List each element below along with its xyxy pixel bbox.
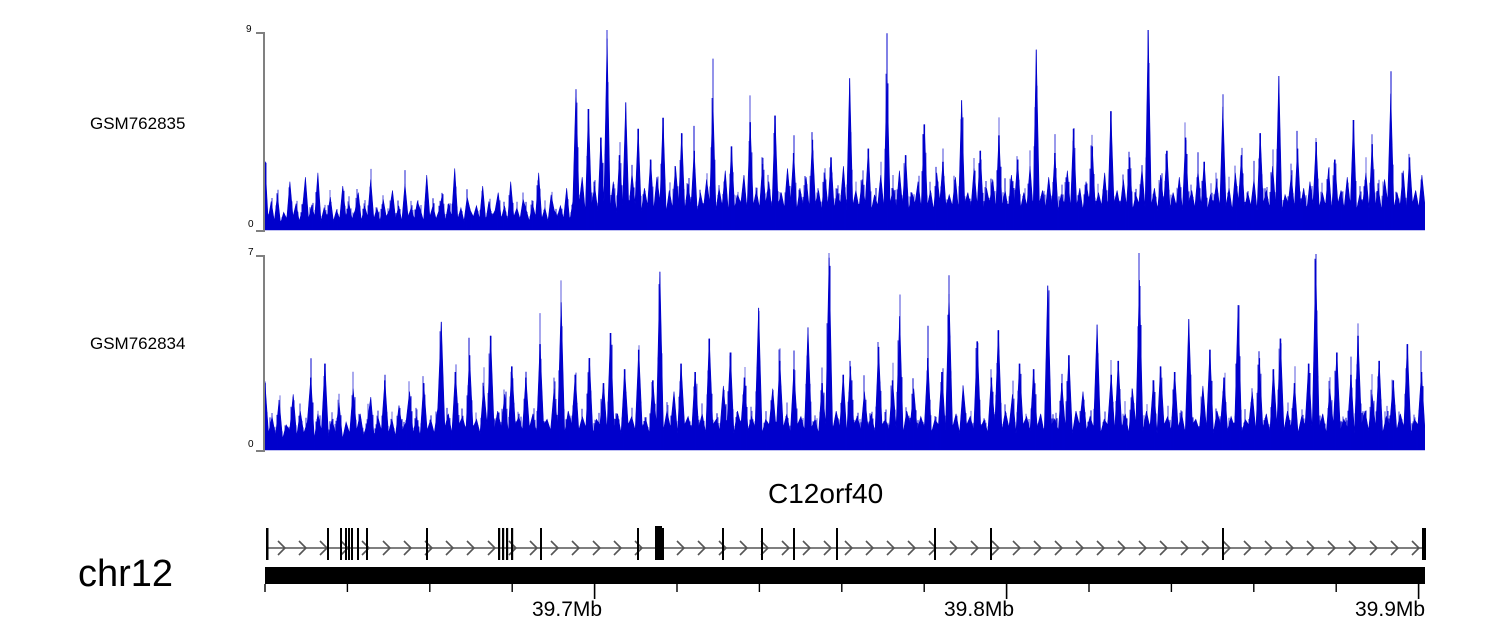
track1-axis-min-label: 0 <box>248 219 254 230</box>
gene-name-label[interactable]: C12orf40 <box>768 478 884 509</box>
track-label-gsm762834: GSM762834 <box>90 334 186 353</box>
gene-model-track[interactable] <box>260 512 1430 560</box>
scale-label-39-7mb: 39.7Mb <box>532 598 603 621</box>
track-label-gsm762835: GSM762835 <box>90 114 186 133</box>
track2-axis-max-label: 7 <box>248 247 254 258</box>
gene-model-svg <box>266 526 1426 560</box>
gene-exons[interactable] <box>266 526 1426 560</box>
track1-y-axis <box>263 32 265 232</box>
scale-ruler <box>260 584 1440 600</box>
chromosome-ideogram-bar[interactable] <box>265 567 1425 584</box>
signal-baseline-texture <box>265 253 1425 450</box>
track2-axis-min-label: 0 <box>248 439 254 450</box>
track1-axis-tick-min <box>256 230 265 232</box>
track2-axis-tick-min <box>256 450 265 452</box>
scale-label-39-8mb: 39.8Mb <box>944 598 1015 621</box>
ruler-ticks <box>264 584 1420 599</box>
track2-signal-svg <box>265 253 1425 451</box>
strand-arrow-icon <box>277 540 1421 556</box>
track2-signal-plot <box>265 253 1425 452</box>
scale-label-39-9mb: 39.9Mb <box>1355 598 1426 621</box>
signal-baseline-texture <box>265 30 1425 230</box>
track2-y-axis <box>263 255 265 451</box>
track2-axis-tick-max <box>256 255 265 257</box>
scale-ruler-svg <box>264 584 1420 599</box>
track1-axis-tick-max <box>256 32 265 34</box>
track1-signal-plot <box>265 30 1425 232</box>
track1-axis-max-label: 9 <box>246 24 252 35</box>
track1-signal-svg <box>265 30 1425 231</box>
chromosome-label: chr12 <box>78 553 174 595</box>
